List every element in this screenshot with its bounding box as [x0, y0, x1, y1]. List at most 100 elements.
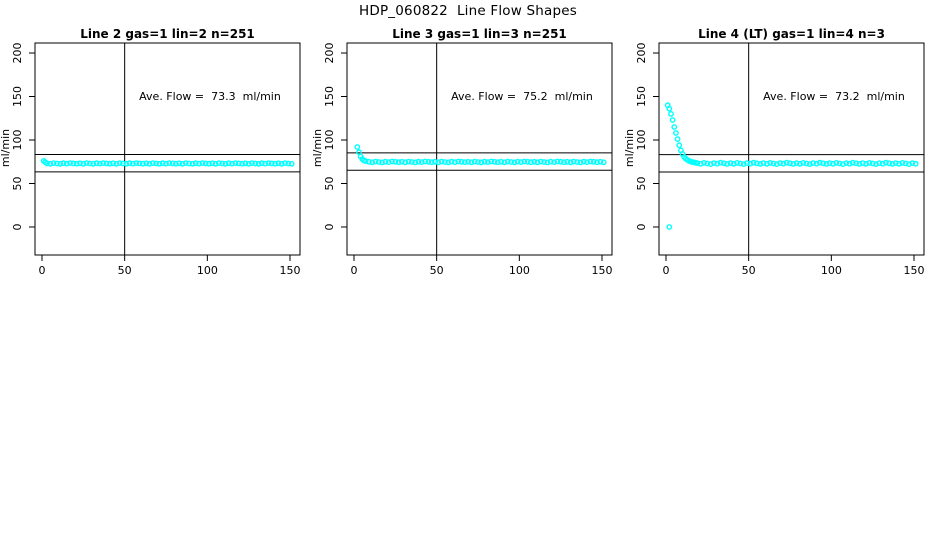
y-tick-label: 150	[635, 86, 648, 107]
panel-2-svg: Line 3 gas=1 lin=3 n=251 0 50 100 150 0 50 100 1…	[311, 27, 613, 278]
data-point	[730, 160, 737, 167]
data-point	[67, 160, 74, 167]
data-point	[823, 160, 830, 167]
data-point	[498, 158, 505, 165]
data-point	[415, 158, 422, 165]
data-point	[484, 159, 491, 166]
data-point	[196, 160, 203, 167]
data-point	[159, 160, 166, 167]
data-point	[149, 160, 156, 167]
data-point	[288, 160, 295, 167]
data-point	[711, 160, 717, 167]
data-point	[375, 159, 382, 165]
data-point	[889, 160, 896, 167]
data-point	[701, 159, 707, 166]
data-point	[478, 159, 485, 166]
data-point	[554, 158, 561, 165]
data-point	[120, 160, 126, 167]
data-point	[153, 160, 160, 167]
x-tick-label: 150	[280, 264, 301, 277]
data-point	[219, 160, 226, 167]
data-point	[816, 159, 823, 166]
data-point	[405, 158, 412, 165]
data-point	[133, 160, 140, 167]
axes: 0 50 100 150 0 50 100 150 200 ml/min	[311, 43, 613, 278]
data-point	[494, 159, 501, 166]
data-point	[63, 160, 70, 167]
data-point	[77, 160, 83, 167]
data-point	[873, 161, 879, 168]
data-point	[580, 158, 587, 165]
data-point	[836, 160, 843, 167]
data-point	[100, 160, 107, 167]
panel-line-2: Line 2 gas=1 lin=2 n=251 0 50 100 150 0 50 100 1…	[0, 0, 312, 300]
data-point	[810, 160, 817, 167]
data-point	[285, 160, 292, 167]
data-point	[475, 159, 481, 165]
data-point	[73, 160, 80, 167]
x-tick-label: 50	[430, 264, 444, 277]
data-point	[534, 159, 541, 166]
data-point	[790, 160, 797, 167]
y-tick-label: 200	[635, 43, 648, 64]
data-point	[597, 158, 604, 165]
data-point	[366, 158, 372, 165]
data-point	[126, 160, 133, 167]
x-tick-label: 50	[742, 264, 756, 277]
data-point	[734, 159, 741, 166]
data-point	[594, 159, 600, 166]
data-point	[800, 159, 807, 166]
data-point	[222, 160, 229, 167]
data-point	[50, 160, 57, 167]
data-point	[896, 160, 902, 167]
data-point	[146, 160, 153, 167]
data-point	[737, 160, 744, 167]
data-point	[859, 160, 866, 167]
data-point	[577, 159, 584, 166]
data-point	[199, 160, 206, 167]
data-point	[671, 124, 678, 130]
data-point	[843, 160, 850, 167]
data-point	[402, 159, 409, 166]
data-point	[760, 160, 767, 167]
data-point	[541, 159, 548, 165]
x-tick-label: 50	[118, 264, 132, 277]
panel-title: Line 2 gas=1 lin=2 n=251	[80, 27, 255, 41]
data-point	[869, 160, 876, 167]
data-point	[422, 158, 429, 165]
data-point	[103, 160, 110, 167]
panel-title: Line 3 gas=1 lin=3 n=251	[392, 27, 567, 41]
y-tick-label: 100	[323, 130, 336, 151]
data-point	[521, 158, 528, 165]
data-point	[249, 160, 255, 167]
data-point	[564, 158, 571, 165]
panel-title: Line 4 (LT) gas=1 lin=4 n=3	[698, 27, 885, 41]
data-point	[87, 160, 93, 167]
data-point	[116, 160, 123, 167]
data-point	[275, 160, 282, 167]
data-point	[544, 159, 551, 166]
x-tick-label: 100	[509, 264, 530, 277]
x-tick-label: 0	[663, 264, 670, 277]
data-point	[666, 105, 673, 112]
data-point	[278, 160, 285, 167]
data-point	[80, 160, 87, 167]
data-point	[853, 160, 860, 167]
x-tick-label: 100	[197, 264, 218, 277]
data-point	[379, 159, 386, 166]
panel-line-4: Line 4 (LT) gas=1 lin=4 n=3 0 50 100 150 0 50 1…	[623, 0, 936, 300]
data-point	[590, 158, 597, 165]
scatter-points	[354, 144, 607, 166]
y-axis-label: ml/min	[312, 129, 324, 167]
data-point	[412, 159, 419, 166]
data-point	[458, 158, 465, 165]
data-point	[97, 160, 103, 167]
y-tick-label: 0	[11, 224, 24, 231]
data-point	[793, 160, 800, 167]
data-point	[600, 159, 607, 166]
data-point	[574, 159, 581, 165]
data-point	[93, 160, 100, 167]
axes: 0 50 100 150 0 50 100 150 200 ml/min	[623, 43, 925, 278]
data-point	[445, 159, 452, 166]
data-point	[511, 159, 518, 166]
